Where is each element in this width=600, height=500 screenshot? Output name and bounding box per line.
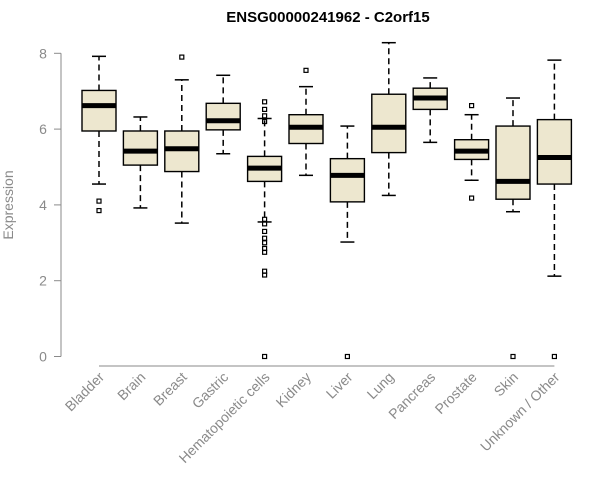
box-group [288,67,324,177]
outlier-point [262,272,268,278]
x-tick-label: Prostate [432,369,480,417]
box-group [205,74,241,155]
box-group [164,54,200,224]
outlier-point [262,228,268,235]
outlier-point [303,67,309,73]
outlier-point [510,353,516,360]
y-tick-label: 0 [39,349,47,365]
outlier-point [262,235,268,241]
iqr-box [536,118,573,185]
x-tick-label: Liver [323,369,356,402]
boxes [81,41,573,360]
outlier-point [262,216,268,222]
box-group [495,97,531,360]
x-tick-label: Lung [364,369,397,402]
outlier-point [262,353,268,360]
box-group [453,103,490,201]
outlier-point [262,249,268,255]
chart-title: ENSG00000241962 - C2orf15 [226,9,429,26]
x-tick-label: Kidney [273,369,315,411]
x-tick-label: Brain [114,369,148,403]
outlier-point [469,195,475,201]
outlier-point [96,198,102,204]
y-tick-label: 4 [39,197,47,213]
x-tick-label: Skin [491,369,522,400]
box-group [371,41,407,197]
axes: 0 2 4 6 8 [39,45,555,367]
box-group [246,99,283,360]
y-tick-label: 2 [39,273,47,289]
outlier-point [262,106,268,112]
iqr-box [495,125,531,200]
box-group [81,55,117,214]
y-tick-label: 6 [39,121,47,137]
outlier-point [262,221,268,227]
box-group [412,77,448,144]
outlier-point [551,353,558,360]
y-axis-label: Expression [0,170,16,239]
box-group [122,116,159,209]
y-tick-label: 8 [39,45,47,61]
iqr-box [205,102,241,131]
outlier-point [262,118,268,125]
outlier-point [344,353,350,360]
iqr-box [329,157,366,203]
outlier-point [262,240,268,246]
outlier-point [262,99,268,105]
box-group [536,59,573,360]
iqr-box [81,89,117,132]
outlier-point [262,113,268,119]
x-tick-label: Breast [150,369,190,409]
x-tick-label: Bladder [62,369,108,415]
iqr-box [371,93,407,154]
outlier-point [179,54,185,60]
outlier-point [96,207,102,214]
outlier-point [469,103,475,109]
box-group [329,125,366,360]
iqr-box [122,130,159,166]
x-tick-label: Unknown / Other [477,369,563,455]
